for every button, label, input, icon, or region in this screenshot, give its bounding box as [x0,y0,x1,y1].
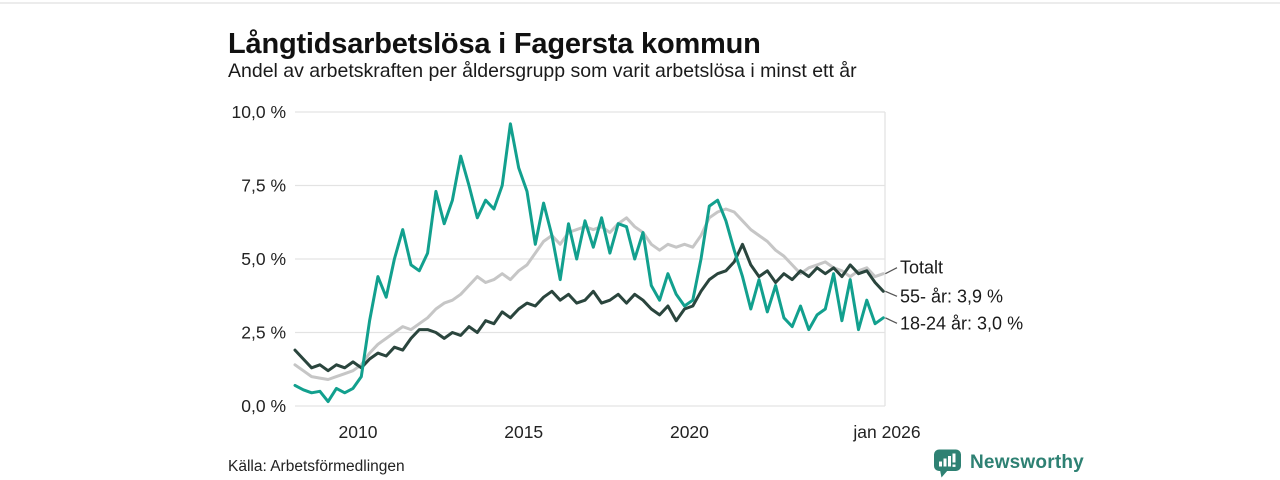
series-end-label: Totalt [900,258,943,278]
series-line-totalt [293,207,885,381]
newsworthy-logo[interactable]: Newsworthy [933,448,1084,478]
newsworthy-logo-icon [933,448,962,478]
series-line-18-24-r [293,122,885,404]
page-title: Långtidsarbetslösa i Fagersta kommun [228,28,761,61]
legend-leader-line [885,290,898,297]
series-end-label: 55- år: 3,9 % [900,286,1003,306]
x-tick-label: 2010 [339,422,378,442]
newsworthy-wordmark: Newsworthy [970,452,1084,473]
source-note: Källa: Arbetsförmedlingen [228,458,405,475]
x-tick-label: jan 2026 [852,422,920,442]
legend-leader-line [885,267,898,275]
legend-leader-line [885,317,898,324]
series-end-label: 18-24 år: 3,0 % [900,313,1023,333]
page-subtitle: Andel av arbetskraften per åldersgrupp s… [228,60,857,82]
y-tick-label: 5,0 % [241,249,286,269]
y-tick-label: 0,0 % [241,396,286,416]
y-tick-label: 7,5 % [241,175,286,195]
y-tick-label: 10,0 % [232,102,286,122]
y-tick-label: 2,5 % [241,322,286,342]
x-tick-label: 2020 [670,422,709,442]
top-divider [0,2,1280,4]
x-tick-label: 2015 [504,422,543,442]
series-line-55-r [293,242,885,373]
